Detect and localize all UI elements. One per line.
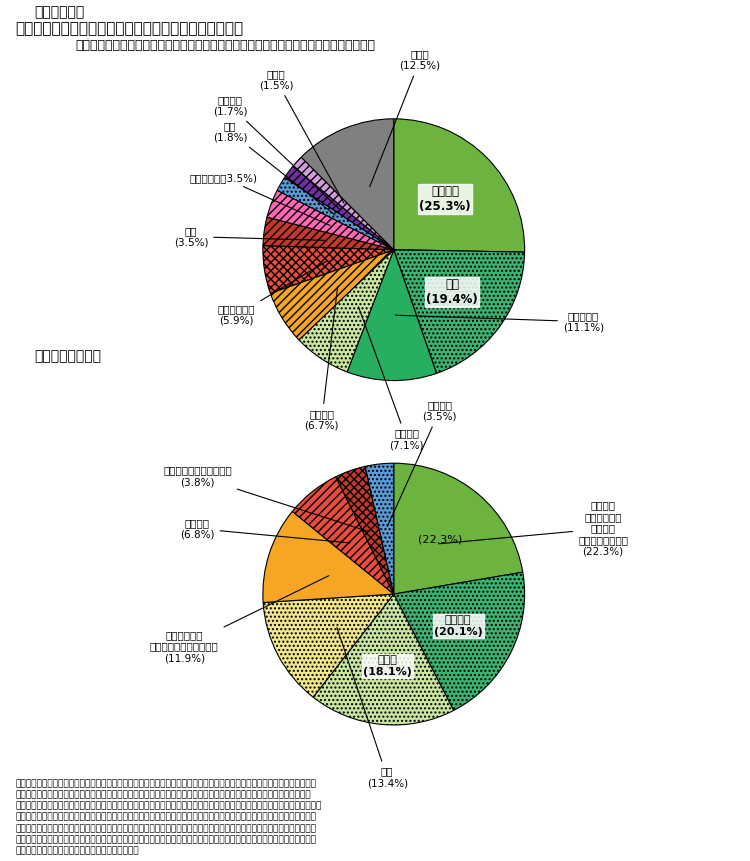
Text: アメリカ
(1.7%): アメリカ (1.7%) bbox=[213, 95, 339, 209]
Wedge shape bbox=[394, 573, 524, 710]
Text: （１）国籍別: （１）国籍別 bbox=[34, 5, 84, 19]
Text: フィリピン
(11.1%): フィリピン (11.1%) bbox=[395, 311, 604, 332]
Text: 韓国
(3.5%): 韓国 (3.5%) bbox=[174, 226, 326, 247]
Text: 留学
(13.4%): 留学 (13.4%) bbox=[337, 628, 408, 788]
Wedge shape bbox=[263, 245, 394, 294]
Text: （２）在留資格別: （２）在留資格別 bbox=[34, 350, 101, 363]
Wedge shape bbox=[314, 594, 454, 725]
Text: 「教育」、「技術・人文知識・国際業務」、「企業内転勤」、「介護」、「興行」、「技能」が含まれており、: 「教育」、「技術・人文知識・国際業務」、「企業内転勤」、「介護」、「興行」、「技… bbox=[15, 813, 316, 821]
Wedge shape bbox=[394, 463, 523, 594]
Wedge shape bbox=[365, 463, 394, 594]
Text: ネパール
(7.1%): ネパール (7.1%) bbox=[358, 307, 424, 450]
Text: 福祉士候補者等が含まれる。永住者以外の「身分に基づく在留資格」には、「日本人の配偶者等」、「永住者の: 福祉士候補者等が含まれる。永住者以外の「身分に基づく在留資格」には、「日本人の配… bbox=[15, 835, 316, 844]
Wedge shape bbox=[299, 250, 394, 372]
Text: 第２－３－２図　国籍別・在留資格別外国人労働者割合: 第２－３－２図 国籍別・在留資格別外国人労働者割合 bbox=[15, 22, 243, 36]
Wedge shape bbox=[263, 594, 394, 697]
Text: 身分に基づく
在留資格（永住者以外）
(11.9%): 身分に基づく 在留資格（永住者以外） (11.9%) bbox=[150, 576, 328, 663]
Text: 「宗教」、「報道」、「高度専門職１号・２号」、「経営・管理」、「法律・会計業務」、「医療」、「研究」、: 「宗教」、「報道」、「高度専門職１号・２号」、「経営・管理」、「法律・会計業務」… bbox=[15, 802, 321, 810]
Text: 技能実習
(20.1%): 技能実習 (20.1%) bbox=[433, 616, 482, 637]
Wedge shape bbox=[293, 158, 394, 250]
Wedge shape bbox=[347, 250, 436, 381]
Text: ブラジル
(6.7%): ブラジル (6.7%) bbox=[304, 287, 339, 430]
Wedge shape bbox=[302, 119, 394, 250]
Wedge shape bbox=[336, 467, 394, 594]
Wedge shape bbox=[278, 177, 394, 250]
Wedge shape bbox=[284, 166, 394, 250]
Text: 特定活動
(3.5%): 特定活動 (3.5%) bbox=[387, 400, 457, 527]
Text: タイ
(1.8%): タイ (1.8%) bbox=[213, 121, 335, 215]
Text: ２．（２）について、「専門的・技術的分野の在留資格（特定技能以外）」には、在留資格「教授」、「芸術」、: ２．（２）について、「専門的・技術的分野の在留資格（特定技能以外）」には、在留資… bbox=[15, 790, 310, 799]
Text: 配偶者等」、「定住者」が含まれる。: 配偶者等」、「定住者」が含まれる。 bbox=[15, 846, 139, 855]
Text: 資格外活動（留学以外）
(3.8%): 資格外活動（留学以外） (3.8%) bbox=[163, 466, 369, 532]
Wedge shape bbox=[263, 217, 394, 250]
Text: （備考）１．厚生労働省「外国人雇用状況の届出状況」により作成。特別永住者と在留資格「外交」、「公用」の者は除く。: （備考）１．厚生労働省「外国人雇用状況の届出状況」により作成。特別永住者と在留資… bbox=[15, 779, 316, 788]
Text: 「特定活動」には、外交官等の家事使用人、ワーキング・ホリデー、経済連携協定に基づく外国人看護師・介護: 「特定活動」には、外交官等の家事使用人、ワーキング・ホリデー、経済連携協定に基づ… bbox=[15, 824, 316, 833]
Text: (22.3%): (22.3%) bbox=[418, 534, 462, 544]
Wedge shape bbox=[394, 250, 524, 374]
Wedge shape bbox=[267, 190, 394, 250]
Text: その他
(12.5%): その他 (12.5%) bbox=[370, 49, 440, 187]
Text: 中国
(19.4%): 中国 (19.4%) bbox=[426, 278, 478, 306]
Text: 特定技能
(6.8%): 特定技能 (6.8%) bbox=[180, 517, 350, 543]
Text: 専門的・
技術的分野の
在留資格
（特定技能以外）
(22.3%): 専門的・ 技術的分野の 在留資格 （特定技能以外） (22.3%) bbox=[439, 500, 628, 557]
Wedge shape bbox=[394, 119, 524, 252]
Text: ベトナム
(25.3%): ベトナム (25.3%) bbox=[419, 185, 471, 214]
Wedge shape bbox=[270, 250, 394, 340]
Text: ペルー
(1.5%): ペルー (1.5%) bbox=[259, 69, 344, 203]
Text: 国籍別では東南アジア国籍が多く、在留資格別では専門的・技術的分野、技能実習が多い: 国籍別では東南アジア国籍が多く、在留資格別では専門的・技術的分野、技能実習が多い bbox=[75, 39, 375, 52]
Wedge shape bbox=[263, 511, 394, 603]
Text: インドネシア
(5.9%): インドネシア (5.9%) bbox=[218, 261, 327, 326]
Text: 永住者
(18.1%): 永住者 (18.1%) bbox=[363, 655, 412, 677]
Text: ミャンマー（3.5%): ミャンマー（3.5%) bbox=[190, 173, 330, 226]
Wedge shape bbox=[292, 477, 394, 594]
